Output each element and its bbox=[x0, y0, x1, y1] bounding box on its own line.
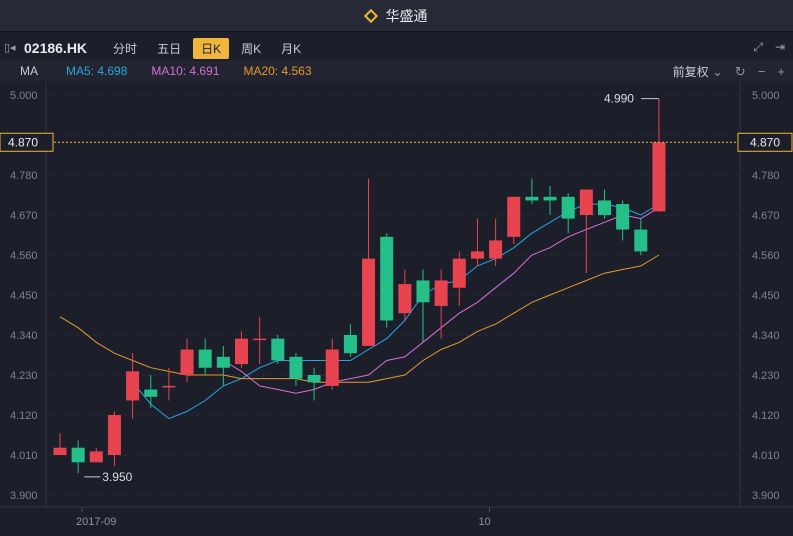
adjust-dropdown[interactable]: 前复权 ⌄ bbox=[673, 63, 723, 80]
chart-toolbar: ▯◂ 02186.HK 分时 五日 日K 周K 月K ⤢ ⇥ bbox=[0, 35, 793, 61]
tab-daily-k[interactable]: 日K bbox=[193, 37, 230, 59]
candle-down bbox=[307, 375, 321, 383]
y-tick-label-left: 4.670 bbox=[10, 210, 38, 222]
candle-down bbox=[525, 196, 539, 201]
zoom-out-icon[interactable]: − bbox=[757, 64, 766, 79]
last-price-box-right bbox=[737, 132, 793, 152]
ma5-value: 4.698 bbox=[97, 64, 128, 78]
adjust-label: 前复权 bbox=[672, 65, 709, 79]
ma-line-ma5 bbox=[132, 203, 660, 420]
low-value-label: 3.950 bbox=[102, 470, 132, 484]
ma5-label: MA5: bbox=[66, 64, 95, 78]
tab-five-day[interactable]: 五日 bbox=[157, 41, 182, 56]
tab-weekly-k[interactable]: 周K bbox=[241, 41, 262, 56]
ma20-label: MA20: bbox=[243, 64, 279, 78]
candle-up bbox=[470, 251, 484, 259]
y-tick-label-left: 4.450 bbox=[10, 290, 38, 302]
ticker-symbol: 02186.HK bbox=[24, 40, 88, 56]
y-tick-label-right: 4.560 bbox=[752, 250, 780, 262]
last-price-label-left: 4.870 bbox=[8, 135, 38, 149]
tab-monthly-k[interactable]: 月K bbox=[281, 41, 302, 56]
candle-down bbox=[71, 447, 85, 463]
fullscreen-icon[interactable]: ⤢ bbox=[753, 40, 763, 54]
y-tick-label-left: 4.120 bbox=[10, 410, 38, 422]
y-tick-label-right: 4.010 bbox=[752, 450, 780, 462]
candle-up bbox=[362, 258, 376, 346]
candle-up bbox=[325, 349, 339, 386]
candle-down bbox=[198, 349, 212, 368]
candle-up bbox=[579, 189, 593, 215]
brand: 华盛通 bbox=[363, 6, 428, 26]
y-tick-label-right: 4.230 bbox=[752, 370, 780, 382]
candle-up bbox=[162, 385, 176, 388]
candle-down bbox=[289, 356, 303, 379]
last-price-label-right: 4.870 bbox=[750, 135, 780, 149]
ma-title: MA bbox=[20, 64, 38, 78]
candle-down bbox=[380, 236, 394, 321]
y-tick-label-left: 3.900 bbox=[10, 490, 38, 502]
exit-icon[interactable]: ⇥ bbox=[774, 40, 785, 54]
y-tick-label-right: 5.000 bbox=[752, 90, 780, 102]
y-tick-label-left: 4.780 bbox=[10, 170, 38, 182]
y-tick-label-left: 4.230 bbox=[10, 370, 38, 382]
x-tick-label: 2017-09 bbox=[76, 516, 116, 528]
ma-line-ma20 bbox=[59, 254, 660, 383]
candle-down bbox=[634, 229, 648, 252]
zoom-in-icon[interactable]: + bbox=[777, 64, 785, 79]
candle-up bbox=[126, 371, 140, 401]
y-tick-label-left: 4.340 bbox=[10, 330, 38, 342]
app-titlebar: 华盛通 bbox=[0, 0, 793, 32]
candle-down bbox=[271, 338, 285, 361]
candle-up bbox=[507, 196, 521, 237]
y-tick-label-left: 4.560 bbox=[10, 250, 38, 262]
candle-up bbox=[652, 142, 666, 212]
candle-up bbox=[89, 451, 103, 463]
tab-intraday[interactable]: 分时 bbox=[113, 41, 138, 56]
collapse-sidebar-icon[interactable]: ▯◂ bbox=[4, 42, 16, 54]
x-tick-label: 10 bbox=[478, 516, 490, 528]
candle-down bbox=[616, 204, 630, 230]
y-tick-label-right: 4.450 bbox=[752, 290, 780, 302]
y-tick-label-right: 4.670 bbox=[752, 210, 780, 222]
candle-up bbox=[489, 240, 503, 259]
candle-down bbox=[343, 335, 357, 354]
high-value-label: 4.990 bbox=[604, 92, 634, 106]
ma5-legend: MA5: 4.698 bbox=[66, 64, 127, 78]
ma10-value: 4.691 bbox=[189, 64, 220, 78]
candle-up bbox=[452, 258, 466, 288]
candle-up bbox=[235, 338, 248, 365]
y-tick-label-right: 4.780 bbox=[752, 170, 780, 182]
ma20-value: 4.563 bbox=[281, 64, 312, 78]
y-tick-label-right: 4.120 bbox=[752, 410, 780, 422]
candle-down bbox=[598, 200, 611, 215]
ma10-label: MA10: bbox=[151, 64, 187, 78]
candle-up bbox=[107, 415, 121, 455]
candle-down bbox=[561, 196, 575, 219]
chevron-down-icon: ⌄ bbox=[712, 64, 723, 79]
refresh-icon[interactable]: ↻ bbox=[734, 63, 746, 79]
ma-legend-bar: MA MA5: 4.698 MA10: 4.691 MA20: 4.563 前复… bbox=[0, 61, 793, 81]
candle-up bbox=[253, 338, 267, 341]
candlestick-chart[interactable]: 5.000 5.000 4.780 4.780 4.670 4.670 4.560 4.560… bbox=[0, 82, 793, 536]
candle-up bbox=[53, 447, 67, 455]
candle-up bbox=[180, 349, 194, 375]
ma10-legend: MA10: 4.691 bbox=[151, 64, 219, 78]
last-price-box-left bbox=[0, 132, 54, 152]
candle-down bbox=[543, 196, 557, 201]
diamond-logo-icon bbox=[363, 8, 378, 23]
candle-up bbox=[434, 280, 448, 306]
y-tick-label-left: 5.000 bbox=[10, 90, 38, 102]
candle-down bbox=[216, 356, 230, 368]
y-tick-label-right: 3.900 bbox=[752, 490, 780, 502]
candle-down bbox=[416, 280, 430, 303]
candle-down bbox=[144, 389, 158, 397]
ma20-legend: MA20: 4.563 bbox=[243, 64, 311, 78]
candle-up bbox=[398, 284, 412, 314]
y-tick-label-right: 4.340 bbox=[752, 330, 780, 342]
app-title: 华盛通 bbox=[385, 7, 428, 24]
y-tick-label-left: 4.010 bbox=[10, 450, 38, 462]
